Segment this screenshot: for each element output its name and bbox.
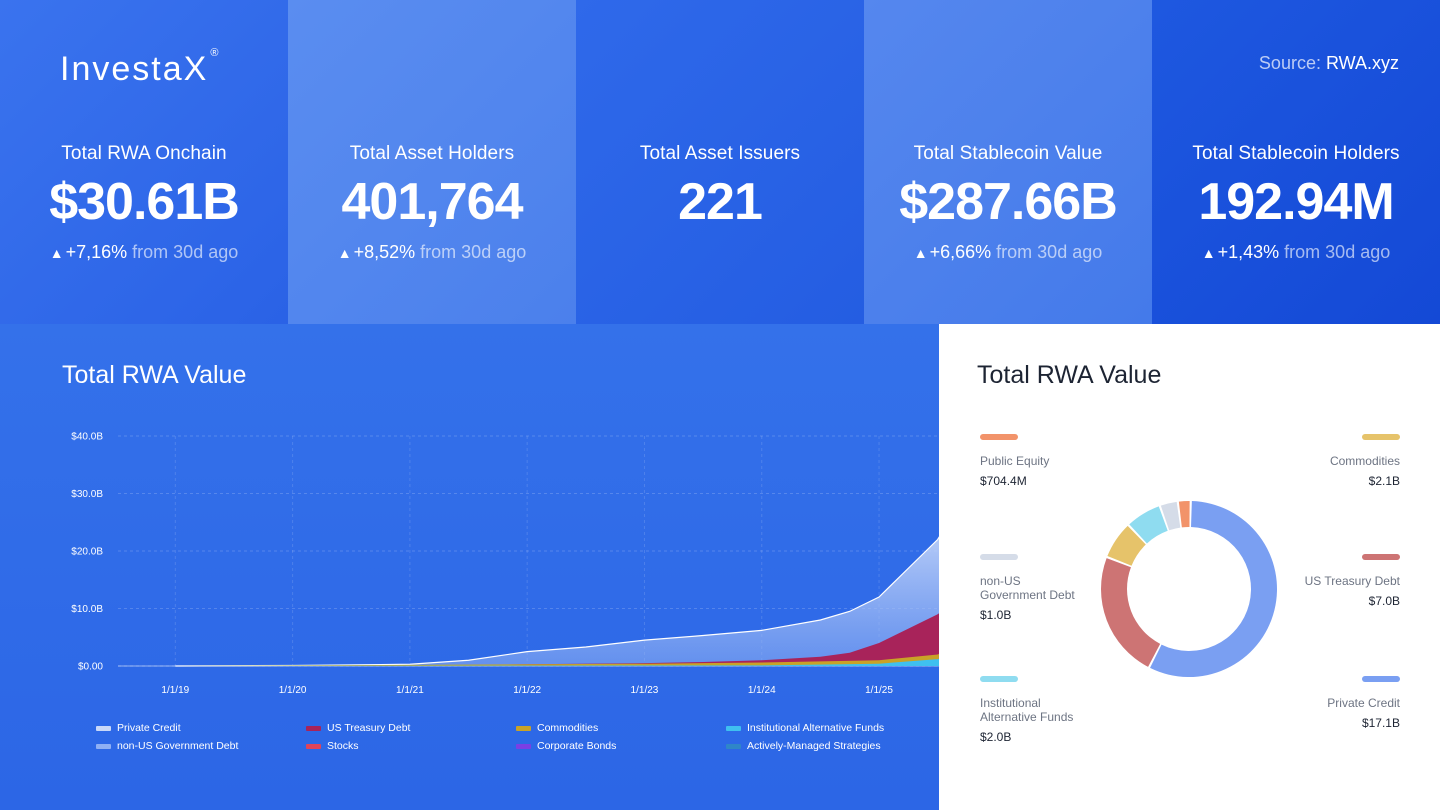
legend-label: Corporate Bonds xyxy=(537,740,617,752)
stat-value: $30.61B xyxy=(49,173,240,231)
stat-change: ▲ +8,52% from 30d ago xyxy=(337,242,527,262)
stat-label: Total Asset Issuers xyxy=(639,143,801,164)
up-triangle-icon: ▲ xyxy=(1201,245,1216,261)
legend-label: non-US Government Debt xyxy=(117,740,239,752)
x-tick-label: 1/1/25 xyxy=(865,685,893,696)
legend-label: US Treasury Debt xyxy=(327,722,411,734)
donut-label-commodities: Commodities $2.1B xyxy=(1260,434,1400,488)
up-triangle-icon: ▲ xyxy=(337,245,352,261)
legend-swatch xyxy=(306,743,321,749)
stat-label: Total Asset Holders xyxy=(349,143,515,164)
x-tick-label: 1/1/20 xyxy=(279,685,307,696)
stat-label: Total RWA Onchain xyxy=(61,143,227,164)
stat-value: 192.94M xyxy=(1198,173,1394,231)
stat-tile-rwa-onchain: InvestaX ® Total RWA Onchain $30.61B ▲ +7,… xyxy=(0,0,288,324)
legend-item[interactable]: US Treasury Debt xyxy=(306,722,516,734)
legend-swatch xyxy=(96,743,111,749)
up-triangle-icon: ▲ xyxy=(913,245,928,261)
up-triangle-icon: ▲ xyxy=(49,245,64,261)
donut-chart xyxy=(1101,501,1277,677)
legend-swatch xyxy=(516,725,531,731)
legend-swatch xyxy=(980,554,1018,560)
chart-title: Total RWA Value xyxy=(977,361,1162,389)
legend-swatch xyxy=(726,725,741,731)
legend-swatch xyxy=(980,676,1018,682)
stat-change: ▲ +7,16% from 30d ago xyxy=(49,242,239,262)
legend-label: Private Credit xyxy=(117,722,181,734)
legend-swatch xyxy=(306,725,321,731)
area-private-credit xyxy=(175,537,939,666)
source-attribution: Source: RWA.xyz xyxy=(1258,53,1399,73)
stat-label: Total Stablecoin Value xyxy=(913,143,1103,164)
stat-change: ▲ +1,43% from 30d ago xyxy=(1201,242,1391,262)
stat-tile-stablecoin-value: Total Stablecoin Value $287.66B ▲ +6,66% … xyxy=(864,0,1152,324)
area-institutional-alt-funds xyxy=(175,658,939,666)
donut-label-us-treasury: US Treasury Debt $7.0B xyxy=(1260,554,1400,608)
donut-label-inst-alt-funds: Institutional Alternative Funds $2.0B xyxy=(980,676,1090,744)
chart-title: Total RWA Value xyxy=(62,361,247,389)
area-chart-panel: $0.00 $10.0B $20.0B $30.0B $40.0B 1/1/19 1/1/2… xyxy=(0,324,939,810)
legend-item[interactable]: Private Credit xyxy=(96,722,306,734)
stat-value: 221 xyxy=(678,173,763,231)
stat-tile-asset-holders: Total Asset Holders 401,764 ▲ +8,52% from… xyxy=(288,0,576,324)
legend-swatch xyxy=(1362,554,1400,560)
legend-item[interactable]: Stocks xyxy=(306,740,516,752)
legend-item[interactable]: Actively-Managed Strategies xyxy=(726,740,916,752)
donut-chart-panel: Total RWA Value Public Equity $704.4M Co… xyxy=(939,324,1440,810)
area-chart: $0.00 $10.0B $20.0B $30.0B $40.0B 1/1/19 1/1/2… xyxy=(71,432,939,696)
private-credit-line xyxy=(175,536,939,667)
legend-label: Stocks xyxy=(327,740,359,752)
legend-item[interactable]: Commodities xyxy=(516,722,726,734)
legend-swatch xyxy=(1362,434,1400,440)
stat-label: Total Stablecoin Holders xyxy=(1192,143,1400,164)
y-tick-label: $0.00 xyxy=(78,662,103,673)
donut-label-private-credit: Private Credit $17.1B xyxy=(1260,676,1400,730)
donut-slice[interactable] xyxy=(1160,501,1181,531)
donut-slice[interactable] xyxy=(1129,506,1168,544)
legend-swatch xyxy=(1362,676,1400,682)
stat-tile-stablecoin-holders: Source: RWA.xyz Total Stablecoin Holders… xyxy=(1152,0,1440,324)
legend-label: Commodities xyxy=(537,722,599,734)
legend-item[interactable]: Corporate Bonds xyxy=(516,740,726,752)
legend-swatch xyxy=(726,743,741,749)
stat-value: 401,764 xyxy=(341,173,524,231)
y-tick-label: $10.0B xyxy=(71,604,103,615)
investax-logo: InvestaX ® xyxy=(60,46,221,88)
stat-value: $287.66B xyxy=(899,173,1118,231)
x-tick-label: 1/1/21 xyxy=(396,685,424,696)
donut-slice[interactable] xyxy=(1107,525,1146,566)
x-tick-label: 1/1/24 xyxy=(748,685,776,696)
stats-row: InvestaX ® Total RWA Onchain $30.61B ▲ +7,… xyxy=(0,0,1440,324)
x-tick-label: 1/1/23 xyxy=(631,685,659,696)
donut-slice[interactable] xyxy=(1101,558,1161,667)
donut-label-non-us-gov: non-US Government Debt $1.0B xyxy=(980,554,1090,622)
chart-legend: Private Credit US Treasury Debt Commoditie… xyxy=(96,722,916,752)
legend-swatch xyxy=(516,743,531,749)
stat-change: ▲ +6,66% from 30d ago xyxy=(913,242,1103,262)
legend-item[interactable]: non-US Government Debt xyxy=(96,740,306,752)
legend-swatch xyxy=(980,434,1018,440)
y-tick-label: $30.0B xyxy=(71,489,103,500)
y-tick-label: $20.0B xyxy=(71,547,103,558)
legend-label: Actively-Managed Strategies xyxy=(747,740,881,752)
area-commodities xyxy=(175,653,939,666)
stat-tile-asset-issuers: Total Asset Issuers 221 xyxy=(576,0,864,324)
y-tick-label: $40.0B xyxy=(71,432,103,443)
x-tick-label: 1/1/22 xyxy=(513,685,541,696)
donut-slice[interactable] xyxy=(1150,501,1277,677)
legend-label: Institutional Alternative Funds xyxy=(747,722,885,734)
donut-slice[interactable] xyxy=(1178,501,1190,528)
x-tick-label: 1/1/19 xyxy=(161,685,189,696)
donut-label-public-equity: Public Equity $704.4M xyxy=(980,434,1120,488)
legend-swatch xyxy=(96,725,111,731)
legend-item[interactable]: Institutional Alternative Funds xyxy=(726,722,916,734)
